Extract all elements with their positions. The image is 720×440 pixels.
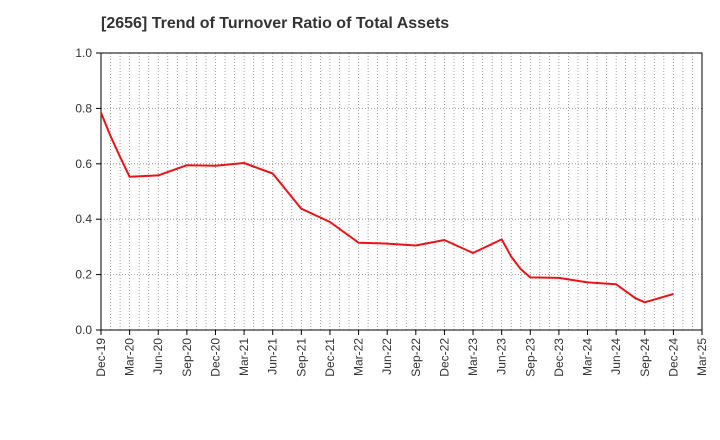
x-tick-label: Jun-22 — [380, 338, 394, 375]
x-tick-label: Mar-21 — [237, 338, 251, 376]
x-tick-label: Sep-22 — [409, 338, 423, 377]
x-tick-label: Sep-24 — [638, 338, 652, 377]
chart-title: [2656] Trend of Turnover Ratio of Total … — [101, 15, 450, 32]
x-tick-label: Jun-21 — [266, 338, 280, 375]
x-tick-label: Sep-20 — [180, 338, 194, 377]
x-tick-label: Sep-21 — [294, 338, 308, 377]
x-tick-label: Dec-21 — [323, 338, 337, 377]
y-tick-label: 0.2 — [75, 268, 92, 282]
x-tick-label: Mar-22 — [352, 338, 366, 376]
grid-lines — [101, 53, 702, 330]
y-tick-label: 0.0 — [75, 323, 92, 337]
y-tick-label: 0.4 — [75, 212, 92, 226]
axes — [96, 52, 703, 335]
x-tick-labels: Dec-19 Mar-20 Jun-20 Sep-20 Dec-20 Mar-21 Jun-… — [94, 338, 709, 377]
plot-frame — [100, 52, 703, 331]
series-layer — [100, 112, 674, 304]
y-tick-label: 0.8 — [75, 101, 92, 115]
x-tick-label: Dec-24 — [666, 338, 680, 377]
x-tick-label: Mar-20 — [123, 338, 137, 376]
x-tick-label: Dec-19 — [94, 338, 108, 377]
x-tick-label: Jun-23 — [495, 338, 509, 375]
y-tick-labels: 0.0 0.2 0.4 0.6 0.8 1.0 — [75, 46, 92, 337]
x-tick-label: Mar-23 — [466, 338, 480, 376]
y-tick-label: 1.0 — [75, 46, 92, 60]
x-tick-label: Dec-22 — [437, 338, 451, 377]
x-tick-label: Dec-20 — [208, 338, 222, 377]
series-line — [100, 112, 674, 304]
x-tick-label: Jun-24 — [609, 338, 623, 375]
x-tick-label: Jun-20 — [151, 338, 165, 375]
x-tick-label: Mar-24 — [581, 338, 595, 376]
y-tick-label: 0.6 — [75, 157, 92, 171]
x-tick-label: Dec-23 — [552, 338, 566, 377]
x-tick-label: Sep-23 — [523, 338, 537, 377]
x-tick-label: Mar-25 — [695, 338, 709, 376]
